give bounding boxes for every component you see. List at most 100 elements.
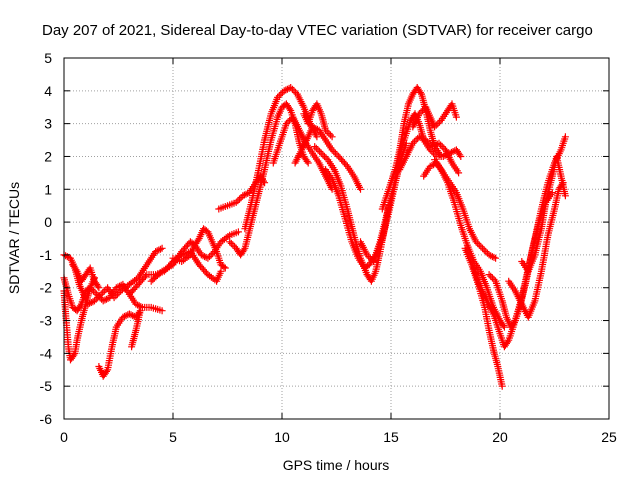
plus-marker (490, 310, 503, 335)
series-satellite-track-8 (169, 225, 229, 272)
plus-marker (147, 269, 164, 285)
plus-marker (110, 289, 123, 302)
plus-marker (234, 228, 242, 236)
plus-marker (463, 241, 477, 263)
plus-marker (448, 159, 461, 175)
plus-marker (112, 315, 126, 331)
series-satellite-track-13 (291, 123, 364, 193)
plus-marker (531, 207, 545, 242)
plus-marker (500, 323, 508, 331)
x-tick-label: 15 (383, 429, 399, 445)
plus-marker (322, 166, 335, 181)
plus-marker (106, 286, 119, 302)
plus-marker (437, 166, 451, 185)
plus-marker (186, 238, 197, 248)
plus-marker (309, 123, 321, 133)
plus-marker (328, 133, 336, 141)
plus-marker (73, 302, 84, 315)
plus-marker (64, 290, 76, 309)
plus-marker (143, 250, 158, 269)
plus-marker (561, 133, 569, 141)
plus-marker (217, 261, 228, 271)
plus-marker (357, 185, 364, 193)
y-tick-label: 4 (44, 83, 52, 99)
plus-marker (67, 351, 78, 364)
plus-marker (485, 271, 498, 283)
plus-marker (317, 149, 330, 162)
plus-marker (466, 225, 479, 244)
plus-marker (470, 258, 483, 273)
plus-marker (557, 135, 569, 154)
plus-marker (476, 284, 490, 303)
plus-marker (500, 338, 512, 351)
plus-marker (69, 261, 80, 274)
plus-marker (452, 146, 464, 159)
plus-marker (158, 262, 175, 275)
plus-marker (86, 264, 98, 283)
chart-title: Day 207 of 2021, Sidereal Day-to-day VTE… (42, 22, 593, 39)
plus-marker (289, 113, 302, 132)
plus-marker (343, 162, 357, 178)
plus-marker (457, 153, 465, 160)
plus-marker (274, 89, 286, 101)
plus-marker (204, 249, 217, 262)
plus-marker (128, 343, 136, 351)
plot-frame (63, 57, 610, 420)
plus-marker (204, 271, 219, 284)
y-tick-label: -3 (40, 313, 53, 329)
plus-marker (195, 227, 207, 242)
y-tick-label: -2 (40, 280, 53, 296)
plus-marker (409, 134, 422, 147)
plus-marker (459, 205, 473, 230)
plus-marker (125, 310, 138, 320)
series-satellite-track-4 (69, 261, 103, 292)
series-satellite-track-5 (95, 307, 144, 380)
data-markers (60, 84, 569, 390)
series-satellite-track-24 (461, 244, 506, 390)
plus-marker (287, 84, 300, 96)
plus-marker (293, 90, 307, 109)
plus-marker (394, 138, 407, 167)
plus-marker (158, 307, 166, 315)
plus-marker (169, 254, 183, 265)
plus-marker (409, 112, 422, 131)
plus-marker (178, 252, 193, 265)
plus-marker (280, 84, 293, 95)
plus-marker (248, 171, 261, 206)
plus-marker (396, 122, 408, 154)
series-satellite-track-23 (431, 156, 508, 331)
plus-marker (232, 194, 245, 206)
plus-marker (313, 100, 324, 116)
plus-marker (315, 159, 329, 178)
plus-marker (226, 229, 240, 239)
series-satellite-track-21 (409, 100, 460, 131)
plus-marker (483, 297, 496, 316)
plus-marker (378, 188, 392, 213)
x-tick-label: 20 (492, 429, 508, 445)
plus-marker (328, 146, 341, 159)
y-axis-label: SDTVAR / TECUs (6, 182, 22, 294)
y-tick-label: -6 (40, 411, 53, 427)
plus-marker (376, 214, 390, 246)
plus-marker (77, 272, 89, 285)
plus-marker (428, 140, 441, 151)
plus-marker (335, 153, 350, 169)
plus-marker (112, 281, 125, 292)
plus-marker (328, 175, 342, 198)
x-tick-label: 5 (169, 429, 177, 445)
plus-marker (69, 303, 80, 314)
plus-marker (276, 122, 290, 147)
series-satellite-track-28 (518, 153, 569, 275)
plus-marker (221, 264, 229, 272)
plus-marker (483, 284, 497, 309)
plus-marker (492, 277, 505, 303)
plus-marker (322, 136, 335, 152)
plus-marker (208, 238, 220, 254)
plus-marker (435, 139, 448, 152)
plus-marker (348, 238, 361, 260)
plus-marker (544, 207, 558, 239)
plus-marker (93, 290, 106, 303)
plus-marker (479, 244, 491, 257)
plus-marker (444, 179, 457, 204)
plus-marker (452, 113, 460, 121)
